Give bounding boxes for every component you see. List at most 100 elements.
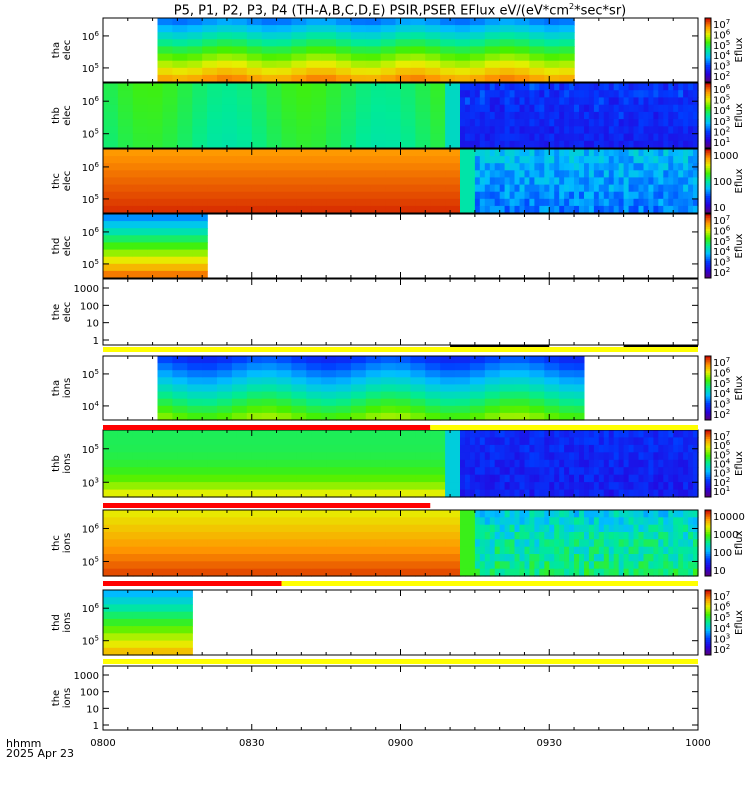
heatmap-cell (192, 242, 208, 251)
heatmap-cell (504, 452, 511, 461)
heatmap-cell (643, 83, 650, 91)
heatmap-cell (524, 205, 531, 214)
heatmap-cell (509, 83, 516, 91)
heatmap-cell (311, 517, 327, 526)
colorbar-segment (705, 41, 711, 45)
heatmap-cell (638, 437, 645, 446)
heatmap-cell (554, 163, 560, 171)
heatmap-cell (494, 140, 501, 149)
heatmap-cell (370, 90, 387, 98)
colorbar-segment (705, 603, 711, 606)
colorbar-frame (704, 355, 712, 421)
colorbar-segment (705, 122, 711, 125)
colorbar-segment (705, 540, 711, 544)
heatmap-cell (117, 256, 134, 265)
heatmap-cell (628, 149, 635, 157)
heatmap-cell (177, 546, 193, 555)
heatmap-cell (608, 524, 615, 533)
heatmap-cell (192, 156, 208, 164)
heatmap-cell (658, 156, 664, 164)
heatmap-cell (484, 370, 501, 378)
heatmap-cell (544, 25, 560, 33)
heatmap-cell (177, 618, 193, 627)
heatmap-cell (162, 221, 178, 229)
heatmap-cell (162, 184, 178, 193)
heatmap-cell (593, 430, 600, 438)
colorbar-tick-label: 103 (713, 467, 730, 480)
heatmap-cell (673, 149, 679, 157)
heatmap-cell (147, 647, 164, 656)
heatmap-cell (311, 119, 327, 127)
heatmap-cell (484, 363, 501, 371)
heatmap-cell (132, 198, 149, 207)
heatmap-cell (296, 539, 312, 548)
heatmap-cell (192, 97, 208, 106)
heatmap-cell (103, 444, 119, 453)
heatmap-cell (613, 156, 620, 164)
heatmap-cell (603, 163, 610, 171)
heatmap-cell (688, 119, 694, 127)
heatmap-cell (643, 524, 650, 533)
heatmap-cell (569, 561, 575, 570)
heatmap-cell (251, 163, 268, 171)
heatmap-cell (668, 191, 674, 200)
colorbar-segment (705, 126, 711, 129)
heatmap-cell (628, 524, 635, 533)
heatmap-cell (603, 437, 610, 446)
heatmap-cell (231, 412, 248, 421)
heatmap-cell (246, 74, 263, 83)
heatmap-cell (688, 170, 694, 178)
heatmap-cell (593, 482, 600, 491)
heatmap-cell (246, 384, 263, 393)
heatmap-cell (489, 156, 496, 164)
heatmap-cell (648, 177, 654, 186)
heatmap-cell (559, 74, 575, 83)
heatmap-cell (579, 546, 585, 555)
heatmap-cell (539, 452, 545, 461)
heatmap-cell (341, 459, 357, 468)
heatmap-cell (688, 149, 694, 157)
heatmap-cell (469, 412, 486, 421)
heatmap-cell (554, 561, 560, 570)
heatmap-cell (504, 459, 511, 468)
heatmap-cell (177, 170, 193, 178)
heatmap-cell (425, 74, 441, 83)
y-tick-label: 105 (82, 62, 99, 75)
heatmap-cell (266, 163, 283, 171)
heatmap-cell (509, 430, 516, 438)
heatmap-cell (445, 170, 461, 178)
heatmap-cell (202, 377, 218, 385)
heatmap-cell (474, 467, 481, 476)
heatmap-cell (504, 554, 511, 562)
heatmap-cell (678, 510, 684, 518)
colorbar-segment (705, 50, 711, 53)
heatmap-cell (385, 561, 402, 570)
heatmap-cell (261, 67, 278, 76)
colorbar-segment (705, 385, 711, 389)
colorbar-segment (705, 37, 711, 40)
heatmap-cell (430, 452, 446, 461)
heatmap-cell (539, 191, 545, 200)
heatmap-cell (187, 53, 203, 62)
colorbar-segment (705, 250, 711, 253)
heatmap-cell (598, 140, 605, 149)
heatmap-cell (544, 532, 550, 540)
heatmap-cell (103, 474, 119, 483)
colorbar-segment (705, 481, 711, 485)
heatmap-cell (207, 444, 223, 453)
heatmap-cell (549, 430, 555, 438)
colorbar-segment (705, 565, 711, 568)
heatmap-cell (147, 235, 164, 243)
heatmap-cell (484, 67, 501, 76)
heatmap-cell (499, 384, 516, 393)
heatmap-cell (306, 25, 322, 33)
heatmap-cell (663, 482, 669, 491)
heatmap-cell (192, 177, 208, 186)
heatmap-cell (683, 489, 689, 498)
heatmap-cell (410, 74, 426, 83)
heatmap-cell (192, 561, 208, 570)
colorbar-segment (705, 616, 711, 619)
heatmap-cell (638, 561, 645, 570)
heatmap-cell (311, 140, 327, 149)
heatmap-cell (479, 546, 486, 555)
